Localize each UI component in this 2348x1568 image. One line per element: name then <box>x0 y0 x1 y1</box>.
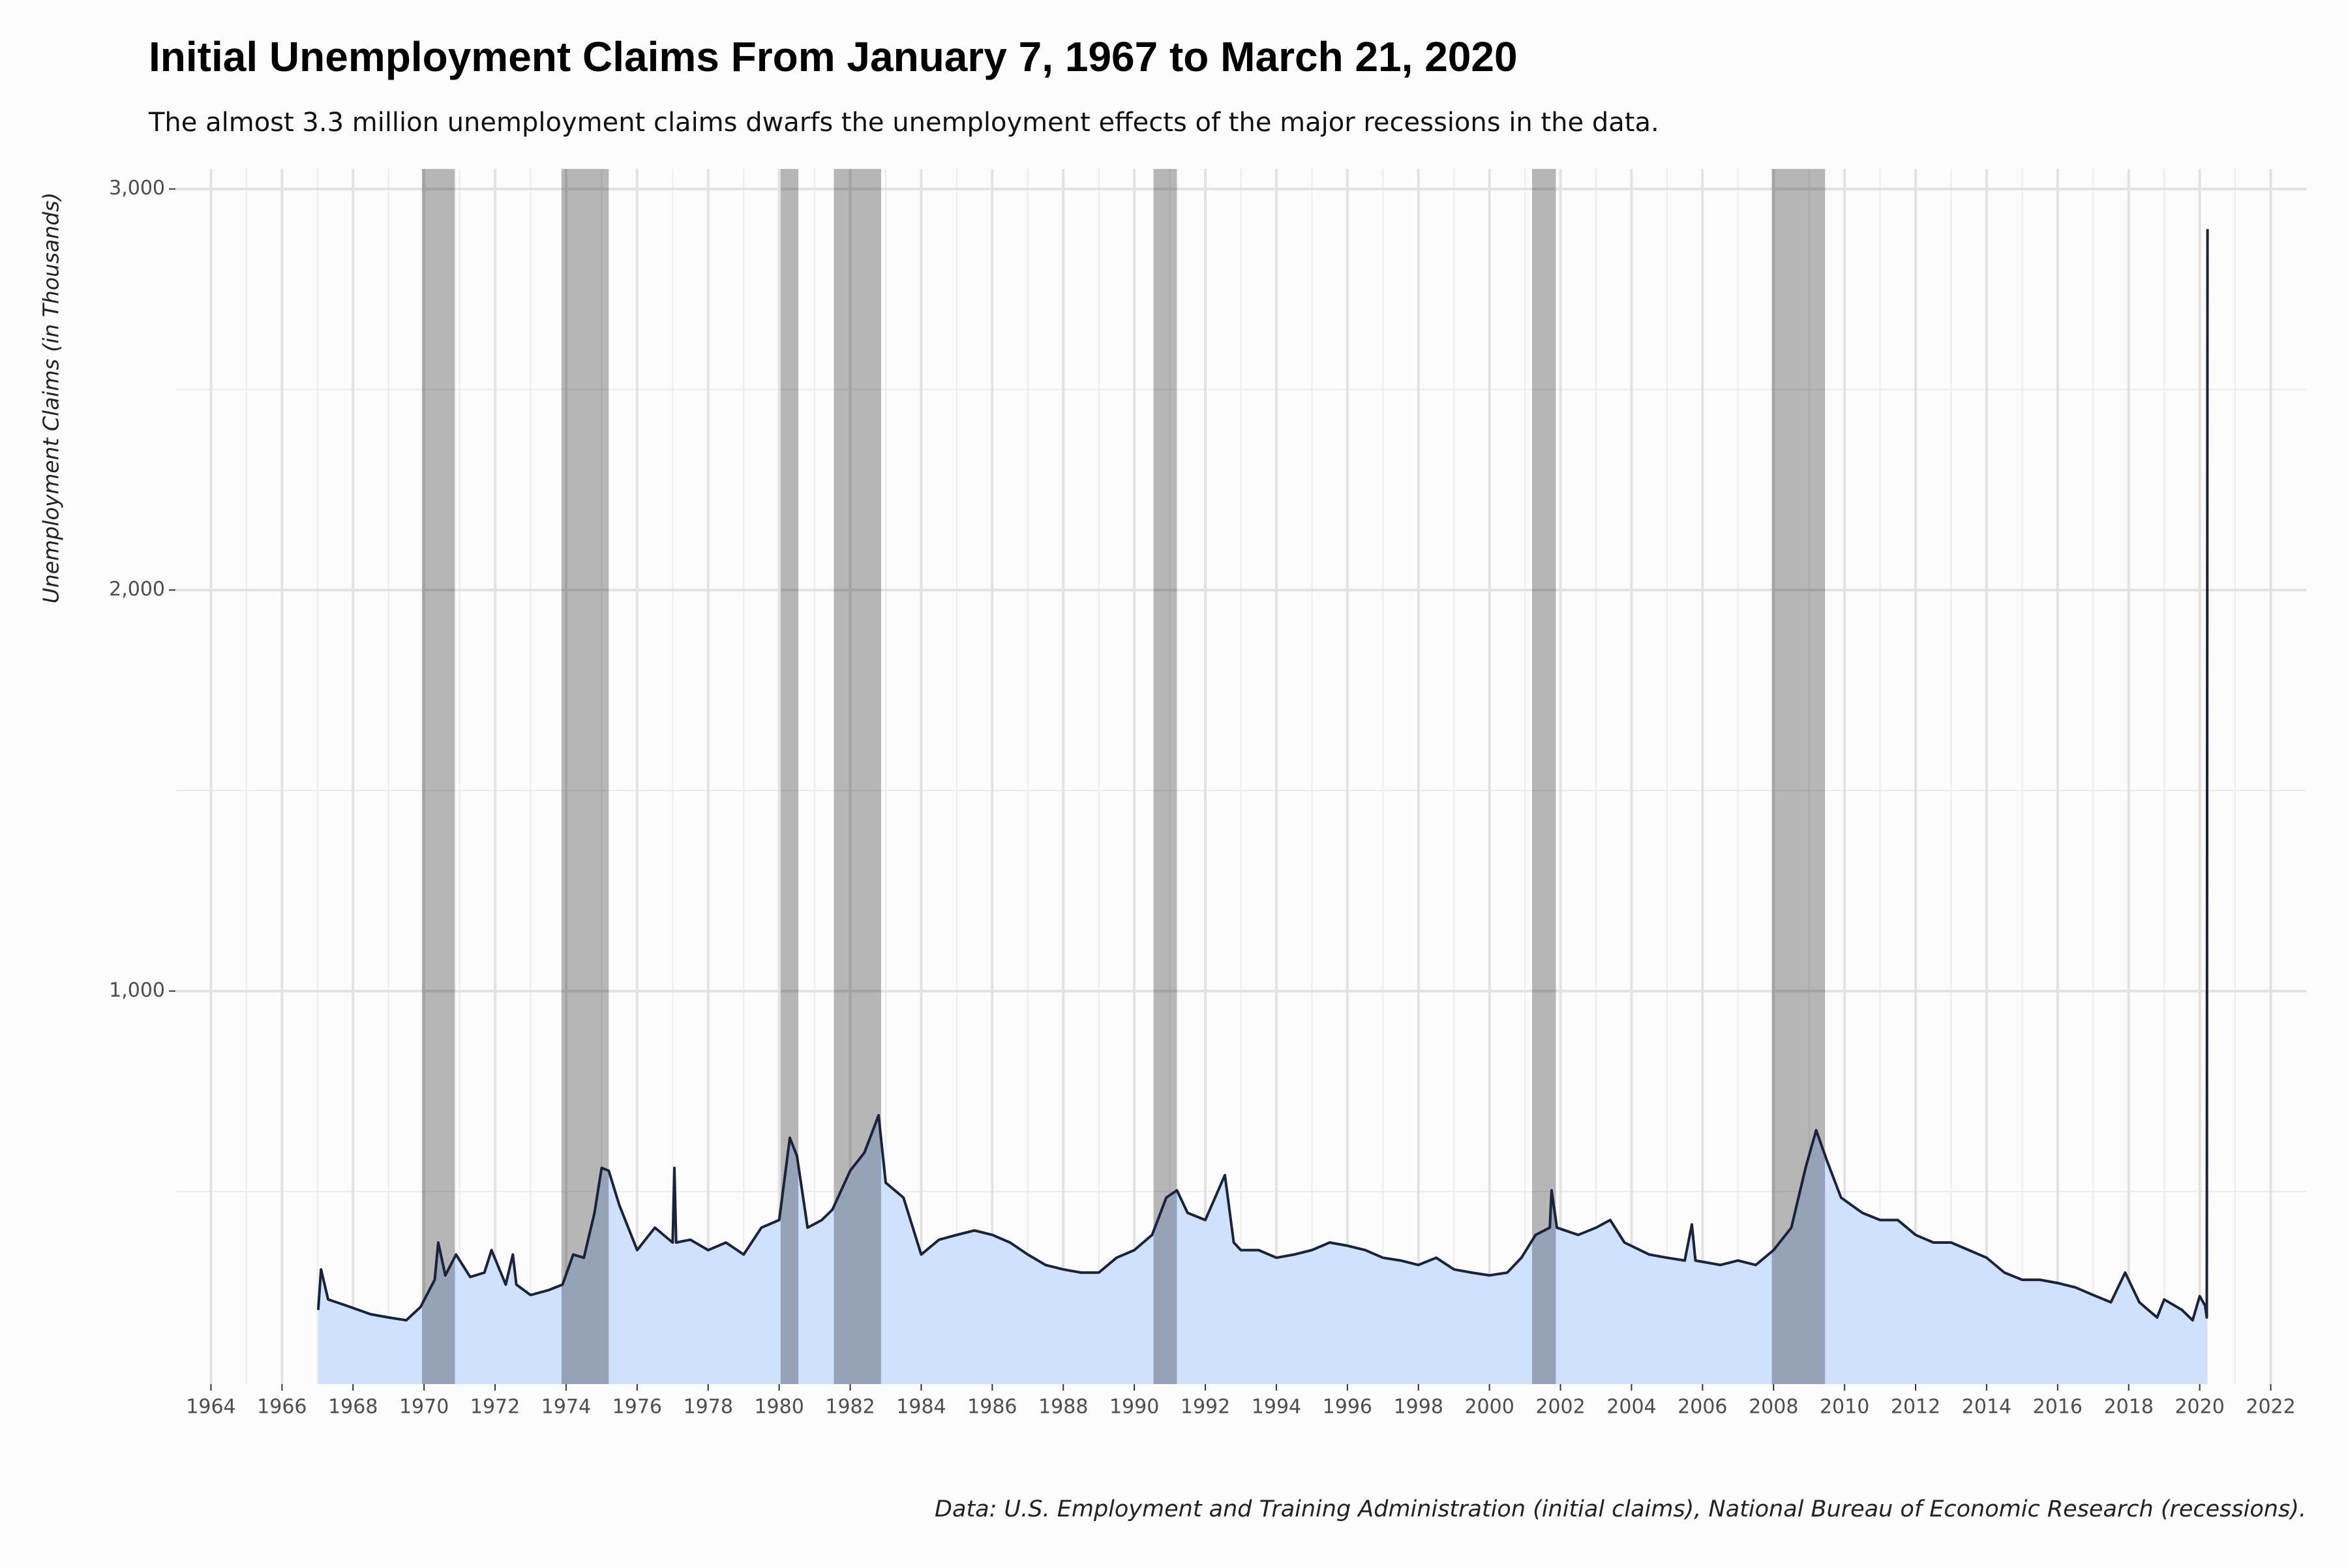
x-tick-label: 2006 <box>1678 1396 1727 1419</box>
x-tick-label: 1978 <box>684 1396 733 1419</box>
x-tick-label: 1994 <box>1252 1396 1301 1419</box>
recession-band <box>834 169 881 1384</box>
x-tick-label: 1980 <box>754 1396 804 1419</box>
chart-subtitle: The almost 3.3 million unemployment clai… <box>148 108 1659 138</box>
x-tick-label: 2020 <box>2175 1396 2224 1419</box>
x-tick-label: 2018 <box>2104 1396 2154 1419</box>
x-tick-label: 1984 <box>896 1396 946 1419</box>
x-tick-label: 1988 <box>1038 1396 1088 1419</box>
recession-band <box>1771 169 1826 1384</box>
x-tick-label: 2012 <box>1891 1396 1940 1419</box>
recession-band <box>421 169 455 1384</box>
y-axis-label: Unemployment Claims (in Thousands) <box>38 192 64 604</box>
x-tick-label: 1976 <box>612 1396 662 1419</box>
x-tick-label: 2016 <box>2033 1396 2083 1419</box>
y-tick-label: 2,000 <box>109 578 165 601</box>
x-tick-label: 1966 <box>257 1396 307 1419</box>
x-tick-label: 2002 <box>1535 1396 1585 1419</box>
x-tick-label: 1970 <box>399 1396 449 1419</box>
recession-band <box>1531 169 1556 1384</box>
caption: Data: U.S. Employment and Training Admin… <box>935 1496 2306 1522</box>
x-tick-label: 1982 <box>825 1396 875 1419</box>
y-tick-label: 3,000 <box>109 177 165 200</box>
y-tick-label: 1,000 <box>109 979 165 1002</box>
x-tick-label: 1968 <box>328 1396 378 1419</box>
chart-title: Initial Unemployment Claims From January… <box>149 33 1518 80</box>
recession-band <box>561 169 609 1384</box>
x-tick-label: 2010 <box>1820 1396 1869 1419</box>
line <box>316 229 2209 1322</box>
x-tick-label: 2008 <box>1749 1396 1798 1419</box>
recession-band <box>780 169 799 1384</box>
x-tick-label: 2004 <box>1606 1396 1656 1419</box>
x-tick-label: 1974 <box>541 1396 591 1419</box>
x-tick-label: 1992 <box>1181 1396 1230 1419</box>
x-tick-label: 2022 <box>2246 1396 2295 1419</box>
x-tick-label: 1972 <box>470 1396 520 1419</box>
x-tick-label: 2014 <box>1962 1396 2011 1419</box>
x-tick-label: 1998 <box>1394 1396 1443 1419</box>
x-tick-label: 2000 <box>1464 1396 1514 1419</box>
x-tick-label: 1996 <box>1323 1396 1372 1419</box>
x-tick-label: 1990 <box>1109 1396 1159 1419</box>
recession-band <box>1153 169 1177 1384</box>
x-tick-label: 1986 <box>967 1396 1017 1419</box>
x-tick-label: 1964 <box>186 1396 235 1419</box>
